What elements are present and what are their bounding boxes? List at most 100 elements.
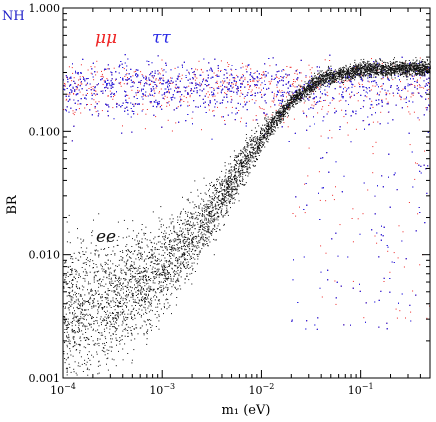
point-mumu — [240, 121, 241, 123]
point-mumu — [106, 78, 108, 80]
point-mumu — [403, 266, 405, 268]
point-mumu — [293, 118, 295, 120]
point-mumu — [309, 76, 311, 78]
point-mumu — [94, 107, 96, 109]
point-mumu — [352, 208, 354, 210]
point-mumu — [387, 101, 389, 103]
point-mumu — [84, 107, 86, 109]
point-mumu — [215, 75, 217, 76]
point-mumu — [109, 90, 111, 92]
point-mumu — [421, 86, 423, 88]
point-mumu — [72, 72, 74, 74]
point-mumu — [244, 77, 246, 79]
point-mumu — [241, 82, 243, 84]
point-mumu — [175, 122, 177, 124]
point-mumu — [95, 101, 97, 103]
point-mumu — [409, 73, 411, 75]
point-mumu — [65, 85, 66, 87]
point-mumu — [347, 134, 349, 136]
point-mumu — [81, 83, 83, 85]
point-mumu — [95, 111, 97, 113]
point-mumu — [69, 93, 71, 95]
point-mumu — [102, 83, 104, 85]
point-mumu — [417, 79, 418, 81]
point-mumu — [157, 79, 159, 81]
point-mumu — [261, 74, 263, 75]
point-mumu — [339, 85, 341, 87]
point-mumu — [112, 98, 114, 100]
point-mumu — [381, 85, 383, 87]
point-mumu — [189, 96, 191, 98]
point-mumu — [91, 92, 93, 94]
point-mumu — [207, 91, 209, 93]
point-mumu — [87, 93, 88, 94]
point-mumu — [216, 80, 218, 82]
point-mumu — [351, 218, 353, 219]
point-mumu — [107, 68, 109, 70]
point-mumu — [164, 95, 166, 97]
point-mumu — [126, 73, 128, 75]
point-mumu — [231, 98, 233, 100]
point-mumu — [145, 95, 147, 97]
point-mumu — [269, 83, 271, 85]
point-mumu — [311, 104, 313, 106]
point-mumu — [171, 130, 173, 132]
point-mumu — [227, 66, 229, 67]
point-mumu — [403, 98, 405, 100]
point-mumu — [418, 119, 420, 121]
point-mumu — [372, 106, 374, 108]
point-mumu — [112, 107, 114, 109]
point-mumu — [144, 128, 146, 130]
point-mumu — [409, 144, 411, 146]
point-mumu — [220, 85, 222, 87]
point-mumu — [92, 88, 94, 90]
point-mumu — [123, 83, 125, 85]
point-mumu — [209, 87, 211, 89]
point-mumu — [103, 69, 105, 71]
point-mumu — [424, 150, 426, 152]
point-mumu — [258, 87, 260, 89]
point-mumu — [299, 206, 300, 208]
point-mumu — [183, 101, 185, 102]
point-mumu — [159, 106, 161, 108]
point-mumu — [150, 102, 152, 104]
point-mumu — [205, 93, 207, 95]
point-mumu — [380, 111, 382, 113]
point-mumu — [238, 110, 240, 111]
point-mumu — [261, 74, 263, 76]
point-mumu — [278, 104, 280, 106]
point-mumu — [166, 96, 168, 98]
point-mumu — [283, 69, 285, 71]
point-mumu — [396, 317, 398, 319]
point-mumu — [207, 96, 209, 98]
point-mumu — [236, 74, 238, 76]
point-mumu — [320, 84, 322, 86]
point-mumu — [294, 81, 296, 83]
point-mumu — [361, 84, 363, 86]
point-mumu — [374, 85, 376, 87]
point-mumu — [377, 121, 379, 123]
point-mumu — [86, 83, 88, 85]
point-mumu — [174, 67, 176, 69]
point-mumu — [375, 141, 377, 143]
point-mumu — [217, 106, 218, 108]
point-mumu — [248, 100, 250, 102]
point-mumu — [94, 90, 96, 92]
point-mumu — [98, 101, 100, 103]
point-mumu — [227, 90, 229, 92]
point-mumu — [65, 99, 67, 101]
point-mumu — [407, 90, 409, 92]
point-mumu — [352, 241, 354, 243]
point-mumu — [255, 115, 257, 117]
point-mumu — [368, 81, 370, 83]
point-mumu — [260, 84, 262, 86]
point-mumu — [71, 67, 73, 69]
point-mumu — [162, 70, 164, 72]
point-mumu — [74, 111, 76, 113]
point-mumu — [145, 82, 147, 84]
point-mumu — [357, 100, 359, 102]
point-mumu — [321, 108, 323, 110]
point-mumu — [113, 96, 114, 98]
point-mumu — [152, 81, 154, 83]
